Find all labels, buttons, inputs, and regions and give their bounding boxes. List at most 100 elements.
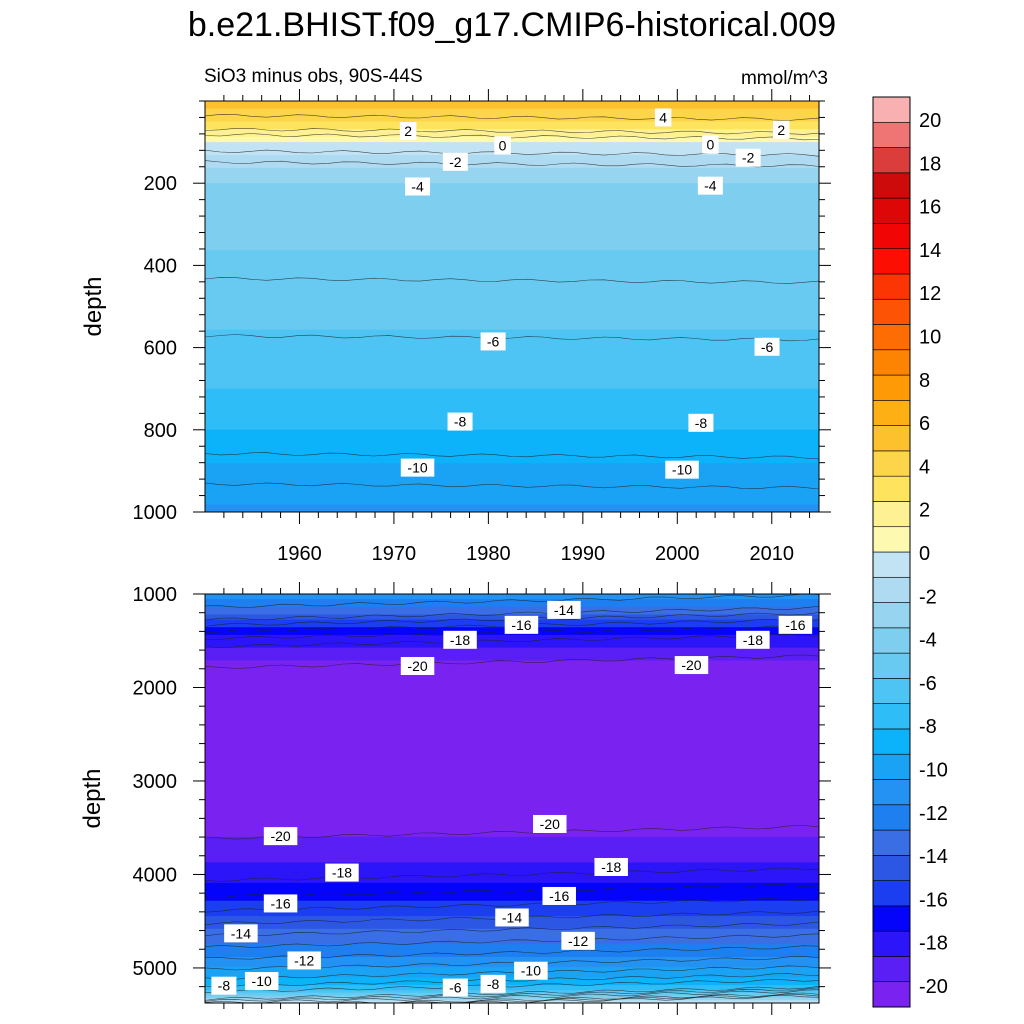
- contour-label: -12: [294, 952, 314, 968]
- contour-label-bg: [442, 978, 468, 997]
- contour-band: [205, 113, 819, 118]
- contour-band: [205, 594, 819, 598]
- contour-band: [205, 419, 819, 423]
- contour-label-bg: [688, 413, 714, 432]
- contour-band: [205, 905, 819, 910]
- contour-band: [205, 778, 819, 782]
- contour-band: [205, 944, 819, 948]
- contour-band: [205, 790, 819, 794]
- contour-band: [205, 342, 819, 346]
- contour-label: -6: [487, 333, 500, 349]
- contour-band: [205, 406, 819, 410]
- contour-band: [205, 473, 819, 477]
- contour-line: [205, 883, 819, 899]
- contour-band: [205, 296, 819, 300]
- contour-band: [205, 260, 819, 264]
- contour-band: [205, 185, 819, 189]
- contour-band: [205, 288, 819, 292]
- contour-band: [205, 463, 819, 467]
- contour-band: [205, 208, 819, 213]
- contour-band: [205, 481, 819, 485]
- contour-band: [205, 347, 819, 351]
- contour-band: [205, 154, 819, 159]
- contour-band: [205, 393, 819, 398]
- contour-band: [205, 714, 819, 718]
- contour-band: [205, 956, 819, 961]
- contour-band: [205, 450, 819, 454]
- contour-band: [205, 309, 819, 313]
- colorbar-swatch: [872, 349, 911, 376]
- contour-band: [205, 244, 819, 249]
- contour-band: [205, 762, 819, 766]
- contour-band: [205, 967, 819, 971]
- contour-band: [205, 458, 819, 462]
- contour-band: [205, 760, 819, 764]
- contour-band: [205, 673, 819, 677]
- contour-band: [205, 969, 819, 973]
- colorbar-swatch: [872, 475, 911, 502]
- contour-line: [205, 334, 819, 342]
- contour-band: [205, 645, 819, 649]
- contour-band: [205, 747, 819, 751]
- contour-label: -6: [761, 339, 774, 355]
- contour-band: [205, 267, 819, 272]
- contour-band: [205, 311, 819, 315]
- contour-band: [205, 422, 819, 426]
- contour-band: [205, 221, 819, 225]
- contour-band: [205, 147, 819, 151]
- contour-band: [205, 255, 819, 259]
- contour-band: [205, 675, 819, 679]
- contour-band: [205, 216, 819, 220]
- contour-label-bg: [533, 814, 567, 833]
- contour-band: [205, 447, 819, 451]
- contour-label: -16: [785, 617, 805, 633]
- contour-band: [205, 239, 819, 243]
- contour-band: [205, 283, 819, 287]
- contour-band: [205, 813, 819, 817]
- colorbar-swatch: [872, 400, 911, 426]
- contour-band: [205, 926, 819, 930]
- lower-panel: -14 -16 -16 -18 -18 -20 -20 -20 -20 -18 -18 -16 -16 -…: [79, 582, 831, 1015]
- contour-label: -20: [407, 658, 427, 674]
- contour-band: [205, 701, 819, 705]
- colorbar-swatch: [872, 248, 911, 275]
- y-tick-label: 5000: [133, 958, 178, 980]
- figure-title: b.e21.BHIST.f09_g17.CMIP6-historical.009: [187, 6, 837, 44]
- contour-band: [205, 893, 819, 897]
- contour-band: [205, 990, 819, 994]
- contour-band: [205, 247, 819, 251]
- contour-band: [205, 442, 819, 446]
- contour-line: [205, 654, 819, 669]
- colorbar-swatch: [872, 880, 911, 907]
- contour-band: [205, 854, 819, 858]
- x-tick-label: 2000: [655, 543, 700, 565]
- contour-line: [205, 594, 819, 608]
- contour-band: [205, 801, 819, 805]
- contour-line: [205, 633, 819, 649]
- y-tick-label: 1000: [133, 502, 178, 524]
- colorbar-swatch: [872, 324, 911, 351]
- contour-band: [205, 836, 819, 840]
- contour-band: [205, 142, 819, 146]
- contour-band: [205, 803, 819, 807]
- contour-band: [205, 334, 819, 338]
- contour-field: -14 -16 -16 -18 -18 -20 -20 -20 -20 -18 -18 -16 -16 -…: [205, 594, 819, 1003]
- colorbar-label: 0: [919, 543, 930, 565]
- colorbar-label: -20: [919, 976, 948, 998]
- contour-band: [205, 885, 819, 889]
- colorbar-swatch: [872, 223, 911, 249]
- contour-label: -2: [742, 150, 755, 166]
- contour-band: [205, 383, 819, 387]
- contour-band: [205, 933, 819, 938]
- contour-band: [205, 108, 819, 112]
- contour-line: [399, 995, 819, 1003]
- contour-band: [205, 455, 819, 459]
- contour-label-bg: [400, 458, 435, 477]
- contour-band: [205, 729, 819, 733]
- colorbar-swatch: [872, 450, 911, 477]
- contour-band: [205, 818, 819, 823]
- contour-band: [205, 275, 819, 279]
- contour-band: [205, 157, 819, 161]
- contour-label-bg: [447, 412, 473, 431]
- contour-band: [205, 780, 819, 784]
